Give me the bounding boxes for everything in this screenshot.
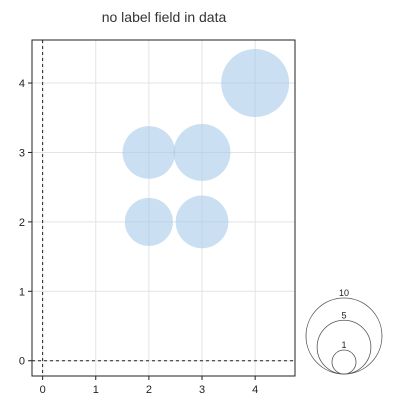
y-axis-ticks: 0 1 2 3 4 <box>19 78 32 368</box>
bubble <box>122 126 176 179</box>
size-legend-label: 10 <box>339 288 349 298</box>
bubble <box>124 197 173 246</box>
x-tick-label: 0 <box>40 384 46 396</box>
y-tick-label: 3 <box>19 147 25 159</box>
x-axis-ticks: 0 1 2 3 4 <box>40 376 258 396</box>
zero-lines <box>32 40 295 376</box>
x-tick-label: 1 <box>93 384 99 396</box>
size-legend: 10 5 1 <box>305 288 383 375</box>
size-legend-circle <box>331 349 357 375</box>
bubble <box>173 124 231 181</box>
y-tick-label: 1 <box>19 286 25 298</box>
bubble <box>221 49 290 118</box>
x-tick-label: 4 <box>252 384 258 396</box>
y-tick-label: 2 <box>19 217 25 229</box>
chart-title: no label field in data <box>102 9 227 25</box>
size-legend-label: 5 <box>341 310 346 320</box>
size-legend-label: 1 <box>341 340 346 350</box>
x-tick-label: 2 <box>146 384 152 396</box>
plot-frame <box>31 39 296 377</box>
x-tick-label: 3 <box>199 384 205 396</box>
y-tick-label: 0 <box>19 356 25 368</box>
bubble <box>175 195 229 249</box>
y-tick-label: 4 <box>19 78 25 90</box>
bubbles <box>122 49 290 249</box>
